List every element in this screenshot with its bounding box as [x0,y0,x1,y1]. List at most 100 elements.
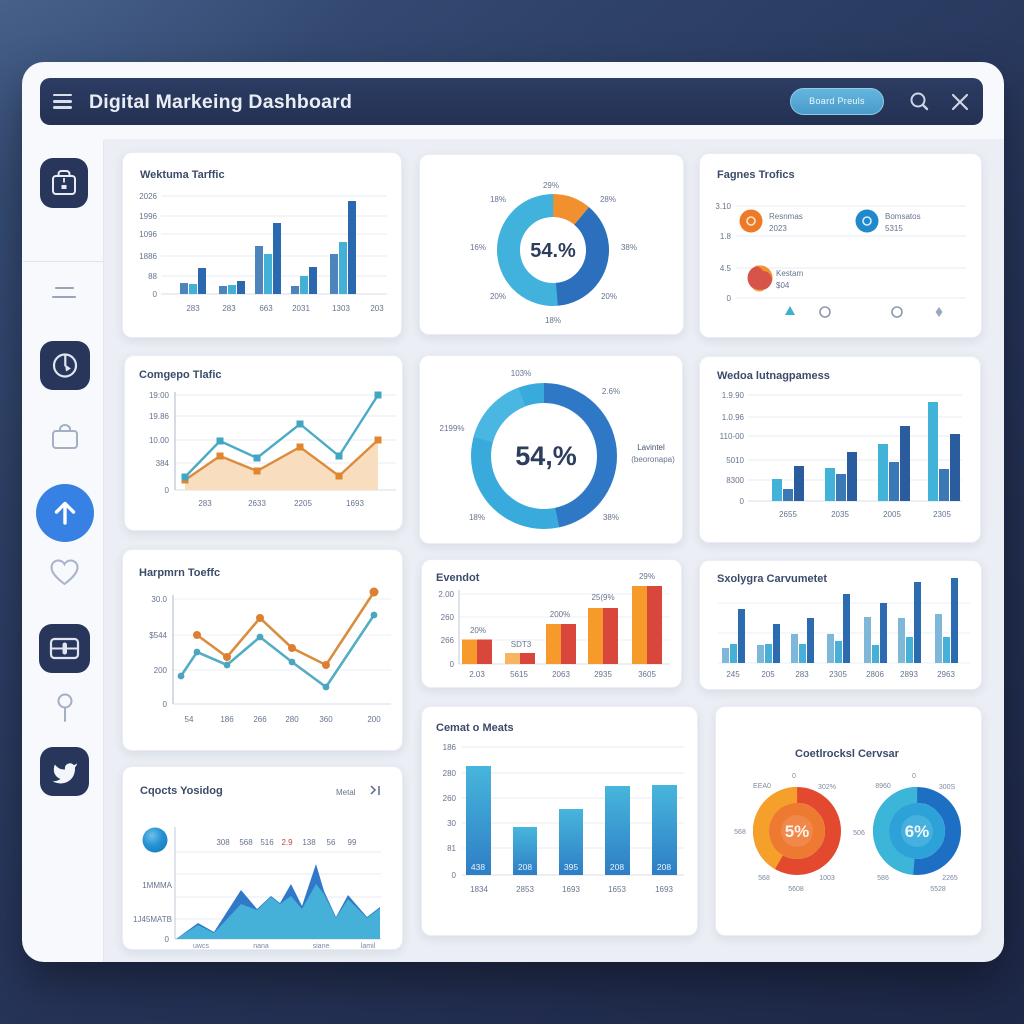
svg-text:5608: 5608 [788,886,804,893]
svg-text:1834: 1834 [470,885,488,894]
svg-text:200%: 200% [550,610,570,619]
svg-text:29%: 29% [543,181,559,190]
svg-text:568: 568 [758,875,770,882]
svg-text:1653: 1653 [608,885,626,894]
svg-text:28%: 28% [600,195,616,204]
svg-text:Lavintel: Lavintel [637,443,665,452]
svg-text:302%: 302% [818,784,836,791]
svg-text:$04: $04 [776,281,790,290]
svg-text:260: 260 [441,613,455,622]
svg-text:205: 205 [761,670,775,679]
svg-text:38%: 38% [603,513,619,522]
svg-text:568: 568 [734,829,746,836]
svg-text:99: 99 [348,838,357,847]
svg-text:103%: 103% [511,369,531,378]
svg-text:1J45MATB: 1J45MATB [133,915,172,924]
svg-text:0: 0 [727,294,732,303]
svg-text:Comgepo Tlafic: Comgepo Tlafic [139,369,222,381]
svg-text:10.00: 10.00 [149,436,170,445]
svg-text:2005: 2005 [883,510,901,519]
svg-text:8960: 8960 [875,783,891,790]
svg-text:1.8: 1.8 [720,232,732,241]
svg-text:138: 138 [302,838,316,847]
svg-text:29%: 29% [639,572,655,581]
svg-text:16%: 16% [470,243,486,252]
svg-text:20%: 20% [601,292,617,301]
svg-text:110-00: 110-00 [720,432,745,441]
svg-text:EEA0: EEA0 [753,783,771,790]
svg-text:SDT3: SDT3 [511,640,532,649]
svg-text:438: 438 [471,862,485,872]
svg-text:1.9.90: 1.9.90 [722,391,745,400]
svg-text:586: 586 [877,875,889,882]
svg-text:2.6%: 2.6% [602,387,620,396]
svg-text:2893: 2893 [900,670,918,679]
svg-text:Resnmas: Resnmas [769,212,803,221]
svg-text:208: 208 [657,862,671,872]
svg-text:0: 0 [165,935,170,944]
svg-text:395: 395 [564,862,578,872]
svg-text:4.5: 4.5 [720,264,732,273]
svg-text:5615: 5615 [510,670,528,679]
svg-text:20%: 20% [490,292,506,301]
svg-text:0: 0 [452,871,457,880]
svg-text:2963: 2963 [937,670,955,679]
svg-text:8300: 8300 [726,476,744,485]
svg-text:30: 30 [447,819,456,828]
svg-text:uwcs: uwcs [193,943,209,950]
svg-text:lamil: lamil [361,943,376,950]
svg-text:2035: 2035 [831,510,849,519]
svg-text:0: 0 [740,497,745,506]
svg-text:283: 283 [795,670,809,679]
svg-text:5315: 5315 [885,224,903,233]
svg-text:2265: 2265 [942,875,958,882]
svg-text:Sxolygra Carvumetet: Sxolygra Carvumetet [717,573,827,585]
svg-text:30.0: 30.0 [151,595,167,604]
svg-text:568: 568 [239,838,253,847]
svg-text:266: 266 [441,636,455,645]
svg-text:0: 0 [153,290,158,299]
svg-text:283: 283 [222,304,236,313]
svg-text:nana: nana [253,943,269,950]
svg-text:25(9%: 25(9% [591,593,614,602]
svg-text:(beoronapa): (beoronapa) [631,455,675,464]
svg-text:54.%: 54.% [530,240,576,262]
svg-text:308: 308 [216,838,230,847]
svg-text:2806: 2806 [866,670,884,679]
svg-text:200: 200 [154,666,168,675]
svg-text:Wedoa lutnagpamess: Wedoa lutnagpamess [717,370,830,382]
svg-text:Coetlrocksl Cervsar: Coetlrocksl Cervsar [795,748,900,760]
svg-text:1096: 1096 [139,230,157,239]
svg-text:38%: 38% [621,243,637,252]
svg-text:186: 186 [220,715,234,724]
svg-text:5528: 5528 [930,886,946,893]
svg-text:0: 0 [450,660,455,669]
svg-text:19:00: 19:00 [149,391,170,400]
svg-text:0: 0 [792,773,796,780]
svg-text:2023: 2023 [769,224,787,233]
svg-text:2026: 2026 [139,192,157,201]
svg-text:2633: 2633 [248,499,266,508]
svg-text:56: 56 [327,838,336,847]
svg-text:0: 0 [165,486,170,495]
svg-text:2199%: 2199% [440,424,465,433]
svg-text:54,%: 54,% [515,441,577,471]
svg-text:300S: 300S [939,784,956,791]
svg-text:1.0.96: 1.0.96 [722,413,745,422]
svg-text:1886: 1886 [139,252,157,261]
svg-text:1693: 1693 [655,885,673,894]
svg-text:1693: 1693 [346,499,364,508]
svg-text:266: 266 [253,715,267,724]
svg-text:2655: 2655 [779,510,797,519]
svg-text:$544: $544 [149,631,167,640]
svg-text:280: 280 [443,769,457,778]
svg-text:203: 203 [370,304,384,313]
svg-text:3605: 3605 [638,670,656,679]
svg-text:2305: 2305 [829,670,847,679]
svg-text:Cqocts Yosidog: Cqocts Yosidog [140,785,223,797]
svg-text:Wektuma Tarffic: Wektuma Tarffic [140,169,225,181]
svg-text:2.00: 2.00 [438,590,454,599]
svg-text:18%: 18% [490,195,506,204]
svg-text:Fagnes Trofics: Fagnes Trofics [717,169,795,181]
svg-text:200: 200 [367,715,381,724]
